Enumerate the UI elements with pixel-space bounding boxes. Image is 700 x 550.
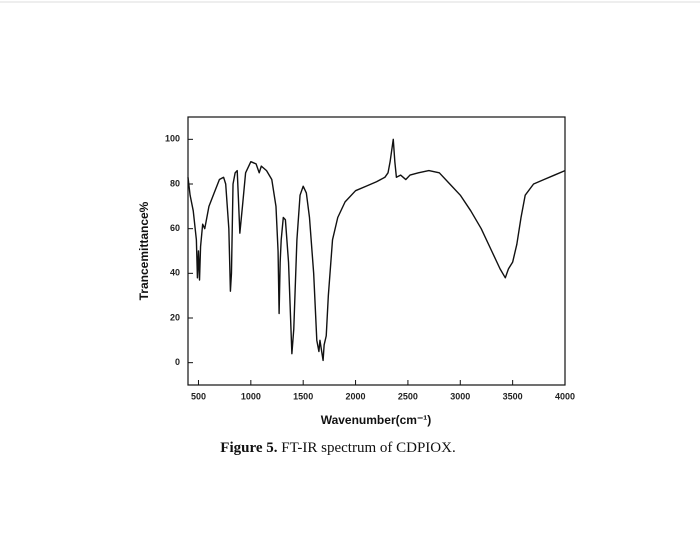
y-tick-label: 0: [175, 357, 180, 367]
caption-text: FT-IR spectrum of CDPIOX.: [281, 440, 455, 456]
x-tick-label: 2500: [398, 391, 418, 401]
y-tick-label: 60: [170, 223, 180, 233]
x-tick-label: 4000: [555, 391, 575, 401]
y-tick-label: 100: [165, 134, 180, 144]
spectrum-line: [187, 138, 566, 362]
caption: Figure 5. FT-IR spectrum of CDPIOX.: [220, 440, 455, 456]
y-tick-label: 40: [170, 268, 180, 278]
x-tick-label: 2000: [346, 391, 366, 401]
x-tick-label: 1500: [293, 391, 313, 401]
x-tick-label: 500: [191, 391, 206, 401]
plot-frame: [187, 116, 566, 386]
x-axis-label: Wavenumber(cm⁻¹): [321, 413, 432, 427]
x-tick-label: 3000: [450, 391, 470, 401]
x-tick-label: 3500: [503, 391, 523, 401]
y-axis-label: Trancemittance%: [137, 201, 151, 300]
y-tick-label: 80: [170, 178, 180, 188]
caption-label: Figure 5.: [220, 440, 277, 456]
y-tick-label: 20: [170, 312, 180, 322]
x-tick-label: 1000: [241, 391, 261, 401]
